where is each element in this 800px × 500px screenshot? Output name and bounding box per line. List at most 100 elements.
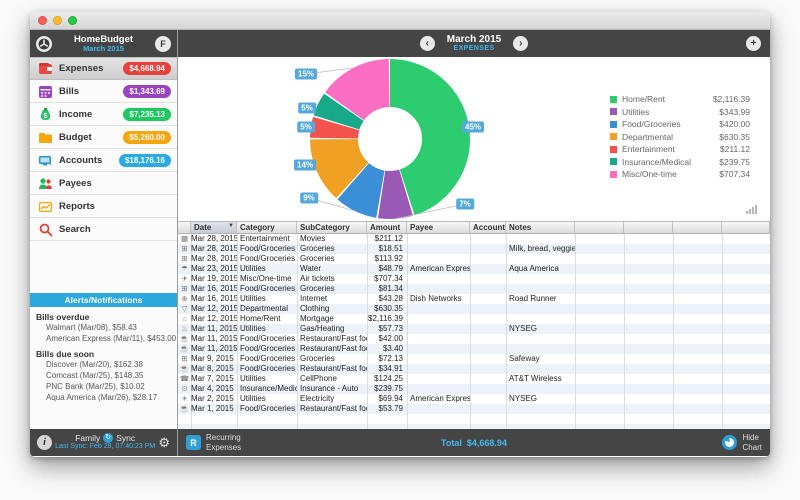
sync-icon[interactable]: ↻ <box>103 433 114 444</box>
legend-item: Insurance/Medical $239.75 <box>610 156 750 169</box>
hide-chart-button[interactable]: Hide Chart <box>722 433 762 452</box>
sidebar-item-budget[interactable]: Budget $5,260.00 <box>30 126 177 149</box>
table-row[interactable]: ☕ Mar 8, 2015 Food/Groceries Restaurant/Fas… <box>178 364 770 374</box>
table-row[interactable]: ⊞ Mar 16, 2015 Food/Groceries Groceries $81.… <box>178 284 770 294</box>
cell-notes: Road Runner <box>509 294 557 303</box>
pie-slice-utilities[interactable] <box>310 59 470 219</box>
cell-notes: Milk, bread, veggies. <box>509 244 575 253</box>
sidebar-item-payees[interactable]: Payees <box>30 172 177 195</box>
cell-payee <box>407 364 470 374</box>
cell-account <box>470 324 506 334</box>
cell-account <box>470 234 506 244</box>
cell-empty <box>624 324 673 334</box>
cell-empty <box>575 274 624 284</box>
cell-date: Mar 28, 2015 <box>191 234 237 243</box>
chevron-right-icon[interactable]: › <box>513 36 529 51</box>
chevron-left-icon[interactable]: ‹ <box>419 36 435 51</box>
house-icon: ⌂ <box>182 314 187 323</box>
table-row[interactable]: ☎ Mar 7, 2015 Utilities CellPhone $124.25 AT&… <box>178 374 770 384</box>
add-icon[interactable]: + <box>746 36 761 51</box>
table-row[interactable]: ♨ Mar 11, 2015 Utilities Gas/Heating $57.73 N… <box>178 324 770 334</box>
chart-legend: Home/Rent $2,116.39 Utilities $343.99 Food/G… <box>610 93 750 181</box>
table-body: ▦ Mar 28, 2015 Entertainment Movies $211.12 ⊞… <box>178 234 770 429</box>
cell-payee: American Express <box>410 264 470 273</box>
col-header-notes[interactable]: Notes <box>506 222 575 233</box>
tools-icon-glyph <box>38 38 50 49</box>
col-header-empty <box>722 222 770 233</box>
cell-empty <box>722 394 770 404</box>
cell-payee <box>407 244 470 254</box>
zoom-button[interactable] <box>68 16 77 25</box>
col-header-subcategory[interactable]: SubCategory <box>297 222 367 233</box>
cell-empty <box>575 374 624 384</box>
bulb-icon: ☀ <box>181 394 188 403</box>
sidebar-item-label: Reports <box>59 200 95 212</box>
col-header-date[interactable]: Date ▼ <box>191 222 237 233</box>
col-header-payee[interactable]: Payee <box>407 222 470 233</box>
table-row[interactable]: ✈ Mar 19, 2015 Misc/One-time Air tickets $70… <box>178 274 770 284</box>
recurring-label[interactable]: Recurring Expenses <box>206 433 242 452</box>
people-icon <box>37 176 53 191</box>
cell-notes <box>506 404 575 414</box>
table-row[interactable]: ☀ Mar 2, 2015 Utilities Electricity $69.94 Am… <box>178 394 770 404</box>
sidebar-item-bills[interactable]: Bills $1,343.69 <box>30 80 177 103</box>
cell-category: Utilities <box>240 374 266 383</box>
cell-empty <box>673 314 722 324</box>
cell-empty <box>722 344 770 354</box>
table-row[interactable]: ☕ Mar 1, 2015 Food/Groceries Restaurant/Fas… <box>178 404 770 414</box>
food-icon: ☕ <box>179 344 190 353</box>
col-header-category[interactable]: Category <box>237 222 297 233</box>
cell-empty <box>722 304 770 314</box>
table-row[interactable]: ☕ Mar 11, 2015 Food/Groceries Restaurant/Fa… <box>178 334 770 344</box>
cell-category: Food/Groceries <box>240 254 296 263</box>
legend-amount: $420.00 <box>719 119 750 130</box>
gear-icon[interactable]: ⚙ <box>158 435 170 450</box>
sidebar-item-expenses[interactable]: Expenses $4,668.94 <box>30 57 177 80</box>
sidebar-item-reports[interactable]: Reports <box>30 195 177 218</box>
cell-category: Utilities <box>240 294 266 303</box>
pie-label-leader-line <box>394 203 466 220</box>
cell-date: Mar 16, 2015 <box>191 294 237 303</box>
cell-amount: $630.35 <box>374 304 403 313</box>
window-titlebar[interactable] <box>30 12 770 30</box>
cell-subcategory: CellPhone <box>300 374 337 383</box>
cell-empty <box>575 384 624 394</box>
cell-notes <box>506 274 575 284</box>
globe-icon: ⊕ <box>181 294 188 303</box>
table-row[interactable]: ☕ Mar 11, 2015 Food/Groceries Restaurant/Fa… <box>178 344 770 354</box>
cell-category: Food/Groceries <box>240 404 296 413</box>
cell-empty <box>722 384 770 394</box>
profile-icon[interactable]: F <box>155 35 171 52</box>
table-row[interactable]: ⊞ Mar 28, 2015 Food/Groceries Groceries $18.… <box>178 244 770 254</box>
cart-icon: ⊞ <box>181 254 188 263</box>
cell-amount: $72.13 <box>378 354 403 363</box>
table-row[interactable]: ⊞ Mar 28, 2015 Food/Groceries Groceries $113… <box>178 254 770 264</box>
table-row[interactable]: ⌂ Mar 12, 2015 Home/Rent Mortgage $2,116.39 <box>178 314 770 324</box>
mini-bar-chart-icon[interactable] <box>746 205 757 214</box>
col-header-amount[interactable]: Amount <box>367 222 407 233</box>
table-row[interactable]: ⊞ Mar 9, 2015 Food/Groceries Groceries $72.1… <box>178 354 770 364</box>
pie-slice-home-rent[interactable] <box>310 59 470 219</box>
cell-empty <box>575 404 624 414</box>
table-row[interactable]: ▽ Mar 12, 2015 Departmental Clothing $630.35 <box>178 304 770 314</box>
recurring-icon[interactable]: R <box>186 435 201 450</box>
sidebar-item-accounts[interactable]: Accounts $18,176.16 <box>30 149 177 172</box>
cell-empty <box>722 294 770 304</box>
info-icon[interactable]: i <box>37 435 52 450</box>
sidebar-item-income[interactable]: $ Income $7,235.13 <box>30 103 177 126</box>
legend-category: Food/Groceries <box>622 119 681 130</box>
table-row[interactable]: ▦ Mar 28, 2015 Entertainment Movies $211.12 <box>178 234 770 244</box>
main-footer: R Recurring Expenses Total $4,668.94 Hid… <box>178 429 770 456</box>
homebudget-window: HomeBudget March 2015 F Expenses $4,668.9… <box>30 12 770 457</box>
col-header-account[interactable]: Account <box>470 222 506 233</box>
sidebar-item-search[interactable]: Search <box>30 218 177 241</box>
table-row[interactable]: ⊕ Mar 16, 2015 Utilities Internet $43.28 Dish… <box>178 294 770 304</box>
cell-empty <box>673 334 722 344</box>
tools-icon[interactable] <box>36 35 52 52</box>
table-row[interactable]: ⊙Mar 4, 2015 Insurance/MedicalInsurance -… <box>178 384 770 394</box>
close-button[interactable] <box>38 16 47 25</box>
cell-date: Mar 9, 2015 <box>191 354 234 363</box>
minimize-button[interactable] <box>53 16 62 25</box>
cell-category: Food/Groceries <box>240 364 296 373</box>
table-row[interactable]: ☂ Mar 23, 2015 Utilities Water $48.79 America… <box>178 264 770 274</box>
